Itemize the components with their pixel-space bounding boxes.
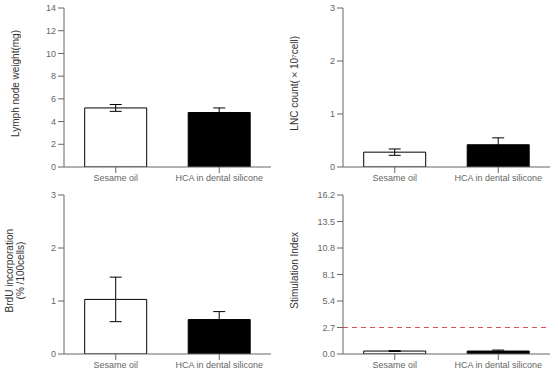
html-text:LNC count(×10⁷cell): LNC count(×10⁷cell) <box>288 36 300 131</box>
svg-text:5.4: 5.4 <box>322 296 335 306</box>
html-text:Lymph node weight(mg): Lymph node weight(mg) <box>9 30 21 137</box>
svg-text:8.1: 8.1 <box>322 270 335 280</box>
svg-text:Sesame oil: Sesame oil <box>372 173 417 183</box>
svg-text:Sesame oil: Sesame oil <box>93 360 138 370</box>
svg-text:2: 2 <box>330 56 335 66</box>
svg-text:10: 10 <box>46 49 56 59</box>
svg-text:0: 0 <box>51 349 56 359</box>
svg-text:2.7: 2.7 <box>322 323 335 333</box>
svg-text:1: 1 <box>51 296 56 306</box>
svg-text:HCA in dental silicone: HCA in dental silicone <box>454 360 542 370</box>
svg-text:0.0: 0.0 <box>322 349 335 359</box>
svg-text:6: 6 <box>51 94 56 104</box>
svg-text:3: 3 <box>51 190 56 200</box>
svg-text:16.2: 16.2 <box>317 190 335 200</box>
svg-text:HCA in dental silicone: HCA in dental silicone <box>175 173 263 183</box>
svg-text:Sesame oil: Sesame oil <box>93 173 138 183</box>
html-text:BrdU incorporation (% /100cell: BrdU incorporation (% /100cells) <box>4 228 26 313</box>
html-text:Stimulation Index: Stimulation Index <box>288 232 300 309</box>
svg-text:13.5: 13.5 <box>317 217 335 227</box>
svg-text:Sesame oil: Sesame oil <box>372 360 417 370</box>
svg-text:2: 2 <box>51 139 56 149</box>
svg-text:HCA in dental silicone: HCA in dental silicone <box>454 173 542 183</box>
svg-text:1: 1 <box>330 109 335 119</box>
svg-text:4: 4 <box>51 117 56 127</box>
svg-text:8: 8 <box>51 71 56 81</box>
svg-text:14: 14 <box>46 3 56 13</box>
svg-text:0: 0 <box>330 162 335 172</box>
svg-text:12: 12 <box>46 26 56 36</box>
svg-text:10.8: 10.8 <box>317 243 335 253</box>
svg-text:3: 3 <box>330 3 335 13</box>
svg-text:HCA in dental silicone: HCA in dental silicone <box>175 360 263 370</box>
svg-text:2: 2 <box>51 243 56 253</box>
svg-text:0: 0 <box>51 162 56 172</box>
